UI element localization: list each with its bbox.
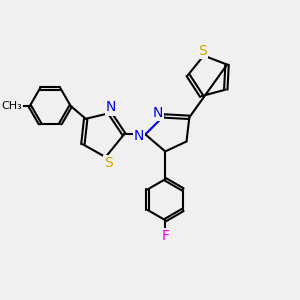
Text: F: F bbox=[161, 229, 169, 243]
Text: S: S bbox=[104, 156, 113, 170]
Text: N: N bbox=[134, 129, 144, 143]
Text: N: N bbox=[152, 106, 163, 120]
Text: CH₃: CH₃ bbox=[2, 101, 22, 111]
Text: S: S bbox=[198, 44, 207, 58]
Text: N: N bbox=[106, 100, 116, 114]
